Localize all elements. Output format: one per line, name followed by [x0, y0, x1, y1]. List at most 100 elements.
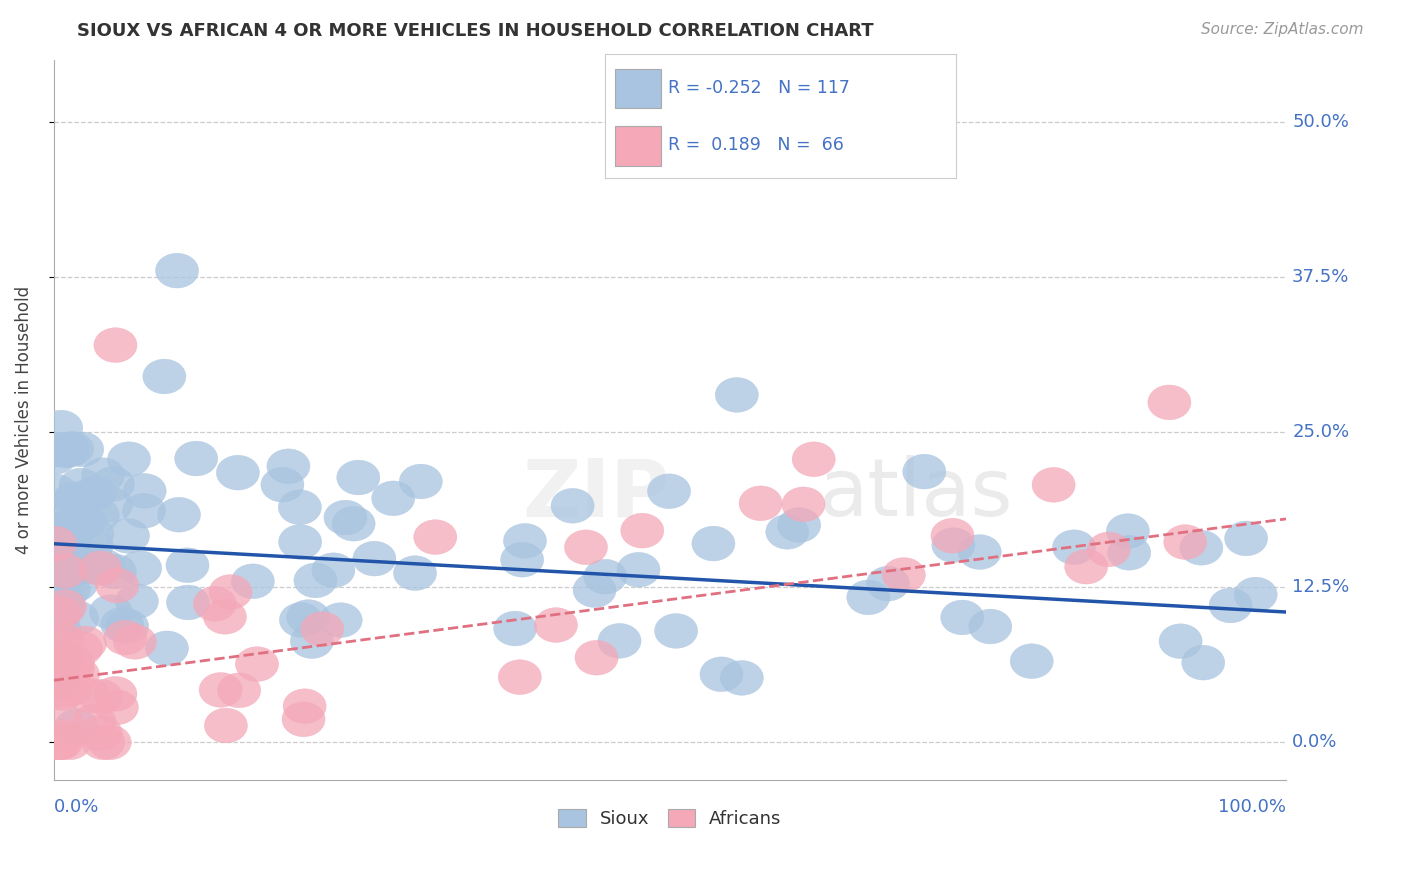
Ellipse shape [337, 460, 380, 495]
Ellipse shape [209, 574, 252, 609]
Ellipse shape [883, 558, 925, 592]
Ellipse shape [51, 552, 93, 587]
Ellipse shape [37, 527, 80, 562]
Ellipse shape [41, 624, 84, 658]
Ellipse shape [41, 582, 84, 616]
Ellipse shape [778, 508, 821, 542]
Ellipse shape [534, 607, 578, 642]
Ellipse shape [37, 594, 79, 629]
Ellipse shape [903, 454, 946, 489]
Ellipse shape [413, 520, 457, 555]
Ellipse shape [217, 455, 260, 490]
Text: 12.5%: 12.5% [1292, 578, 1350, 596]
Ellipse shape [39, 725, 83, 760]
Ellipse shape [51, 545, 93, 580]
Ellipse shape [48, 657, 91, 691]
Ellipse shape [56, 601, 98, 636]
Ellipse shape [782, 487, 825, 522]
Ellipse shape [55, 709, 98, 744]
Ellipse shape [59, 468, 103, 503]
Ellipse shape [932, 528, 974, 563]
Ellipse shape [90, 595, 132, 630]
Text: 25.0%: 25.0% [1292, 423, 1350, 441]
Text: 100.0%: 100.0% [1218, 798, 1286, 816]
Ellipse shape [37, 552, 80, 586]
Text: R = -0.252   N = 117: R = -0.252 N = 117 [668, 79, 849, 97]
Ellipse shape [34, 526, 76, 561]
Ellipse shape [200, 673, 242, 707]
Ellipse shape [39, 703, 83, 738]
Ellipse shape [38, 538, 82, 573]
Ellipse shape [94, 327, 136, 362]
Ellipse shape [44, 590, 86, 624]
Ellipse shape [1108, 535, 1150, 570]
Text: Source: ZipAtlas.com: Source: ZipAtlas.com [1201, 22, 1364, 37]
Y-axis label: 4 or more Vehicles in Household: 4 or more Vehicles in Household [15, 285, 32, 554]
Ellipse shape [394, 556, 437, 591]
Ellipse shape [46, 432, 90, 467]
Ellipse shape [82, 725, 125, 760]
Ellipse shape [301, 612, 344, 647]
Ellipse shape [1180, 531, 1223, 566]
Ellipse shape [104, 620, 146, 655]
Ellipse shape [41, 641, 84, 676]
Ellipse shape [91, 467, 135, 501]
Ellipse shape [70, 528, 114, 563]
Ellipse shape [156, 253, 198, 288]
Ellipse shape [323, 500, 367, 535]
Ellipse shape [620, 513, 664, 548]
Ellipse shape [124, 474, 166, 508]
Ellipse shape [46, 528, 90, 563]
Ellipse shape [96, 568, 139, 603]
Ellipse shape [143, 359, 186, 394]
Ellipse shape [34, 665, 76, 699]
Ellipse shape [55, 482, 98, 516]
Ellipse shape [93, 554, 136, 589]
Ellipse shape [319, 603, 363, 638]
Ellipse shape [41, 720, 84, 755]
Ellipse shape [49, 671, 93, 706]
Ellipse shape [44, 434, 87, 468]
Ellipse shape [44, 650, 87, 685]
Ellipse shape [267, 449, 309, 483]
Ellipse shape [353, 541, 396, 576]
Ellipse shape [941, 600, 984, 635]
Ellipse shape [655, 614, 697, 648]
Ellipse shape [280, 602, 322, 637]
Ellipse shape [232, 564, 274, 599]
Ellipse shape [204, 599, 246, 634]
Ellipse shape [48, 572, 90, 607]
Ellipse shape [51, 651, 94, 686]
Ellipse shape [574, 573, 616, 607]
Ellipse shape [399, 464, 443, 499]
Text: 0.0%: 0.0% [1292, 733, 1337, 751]
Ellipse shape [34, 440, 77, 475]
Ellipse shape [94, 676, 136, 711]
Ellipse shape [115, 584, 159, 619]
Ellipse shape [166, 548, 209, 582]
Ellipse shape [41, 649, 84, 684]
Ellipse shape [1087, 532, 1130, 566]
Ellipse shape [55, 505, 98, 539]
Ellipse shape [846, 580, 890, 615]
Ellipse shape [332, 507, 375, 541]
Ellipse shape [73, 475, 117, 510]
Ellipse shape [60, 432, 104, 467]
Ellipse shape [766, 515, 808, 549]
Ellipse shape [1010, 644, 1053, 679]
Ellipse shape [35, 432, 77, 467]
Ellipse shape [145, 631, 188, 665]
Ellipse shape [1147, 385, 1191, 420]
Ellipse shape [193, 586, 236, 621]
Ellipse shape [575, 640, 619, 675]
Ellipse shape [278, 524, 322, 559]
Ellipse shape [312, 553, 354, 588]
Ellipse shape [122, 493, 166, 528]
Ellipse shape [740, 486, 782, 521]
Ellipse shape [218, 673, 260, 707]
Ellipse shape [41, 675, 83, 710]
Ellipse shape [107, 518, 149, 553]
Ellipse shape [63, 626, 107, 661]
Ellipse shape [501, 542, 544, 577]
Ellipse shape [564, 530, 607, 565]
